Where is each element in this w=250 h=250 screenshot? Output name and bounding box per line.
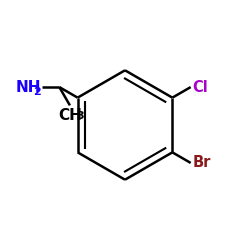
Text: 2: 2 [34,86,41,97]
Text: Br: Br [193,156,211,170]
Text: Cl: Cl [193,80,208,94]
Text: CH: CH [58,108,82,123]
Text: 3: 3 [76,111,84,121]
Text: NH: NH [15,80,41,94]
